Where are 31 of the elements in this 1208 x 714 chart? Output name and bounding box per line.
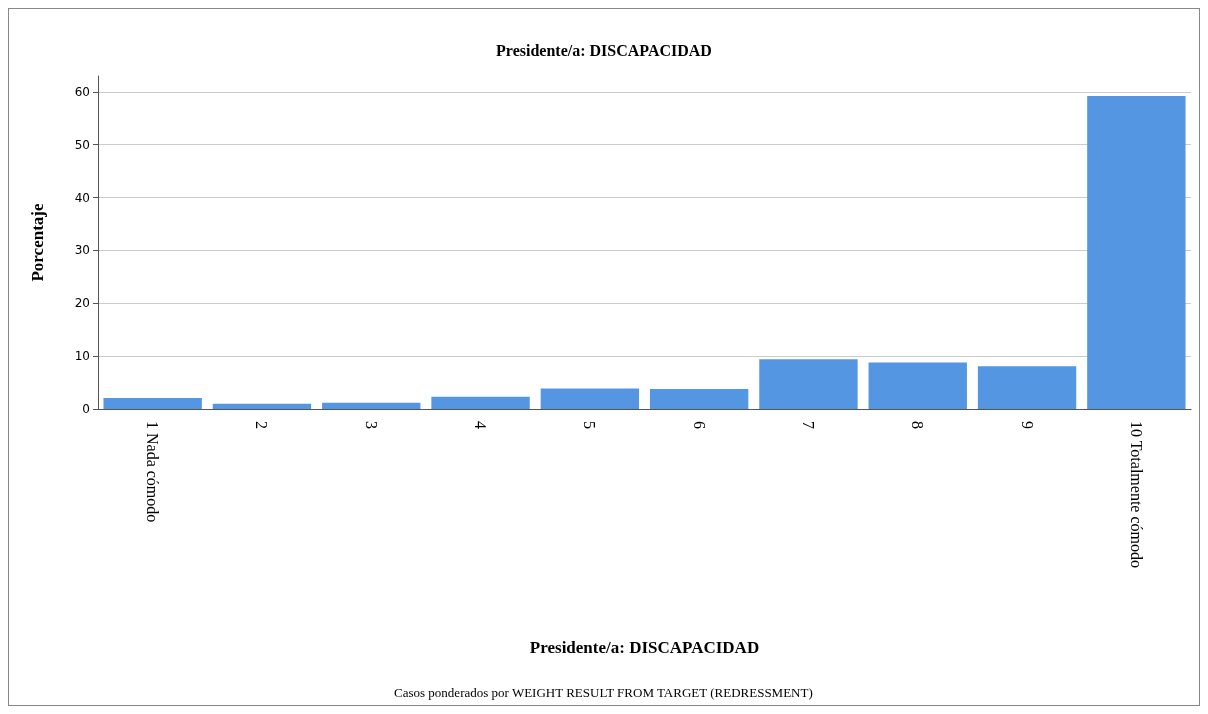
y-tick-label: 20 — [74, 296, 90, 311]
x-tick-label: 4 — [472, 421, 490, 429]
bar — [977, 366, 1077, 409]
y-tick-label: 60 — [74, 84, 90, 99]
bar — [212, 403, 312, 409]
x-tick-label: 3 — [362, 421, 380, 429]
y-tick-label: 30 — [74, 243, 90, 258]
y-tick-label: 40 — [74, 190, 90, 205]
bar — [540, 388, 640, 409]
x-tick-label: 6 — [690, 421, 708, 429]
x-axis-title: Presidente/a: DISCAPACIDAD — [529, 638, 760, 657]
bar — [649, 388, 749, 409]
bar — [1087, 96, 1186, 409]
y-tick-label: 10 — [74, 349, 90, 364]
text: Casos ponderados por WEIGHT RESULT FROM TARGET (REDRESSMENT) — [394, 685, 813, 700]
bar — [322, 402, 421, 409]
bar — [759, 359, 858, 409]
bar — [103, 397, 202, 409]
x-tick-label: 9 — [1018, 421, 1036, 429]
x-tick-label: 8 — [909, 421, 927, 429]
y-tick-label: 50 — [74, 137, 90, 152]
chart-title: Presidente/a: DISCAPACIDAD — [496, 41, 712, 59]
x-tick-label: 7 — [799, 421, 817, 429]
bar — [431, 396, 530, 409]
x-tick-label: 5 — [581, 421, 599, 429]
x-tick-label: 1 Nada cómodo — [144, 421, 162, 523]
y-axis-title: Porcentaje — [28, 203, 47, 282]
y-tick-label: 0 — [82, 402, 90, 416]
bar — [868, 362, 967, 409]
x-tick-label: 2 — [253, 421, 271, 429]
x-tick-label: 10 Totalmente cómodo — [1127, 421, 1145, 568]
